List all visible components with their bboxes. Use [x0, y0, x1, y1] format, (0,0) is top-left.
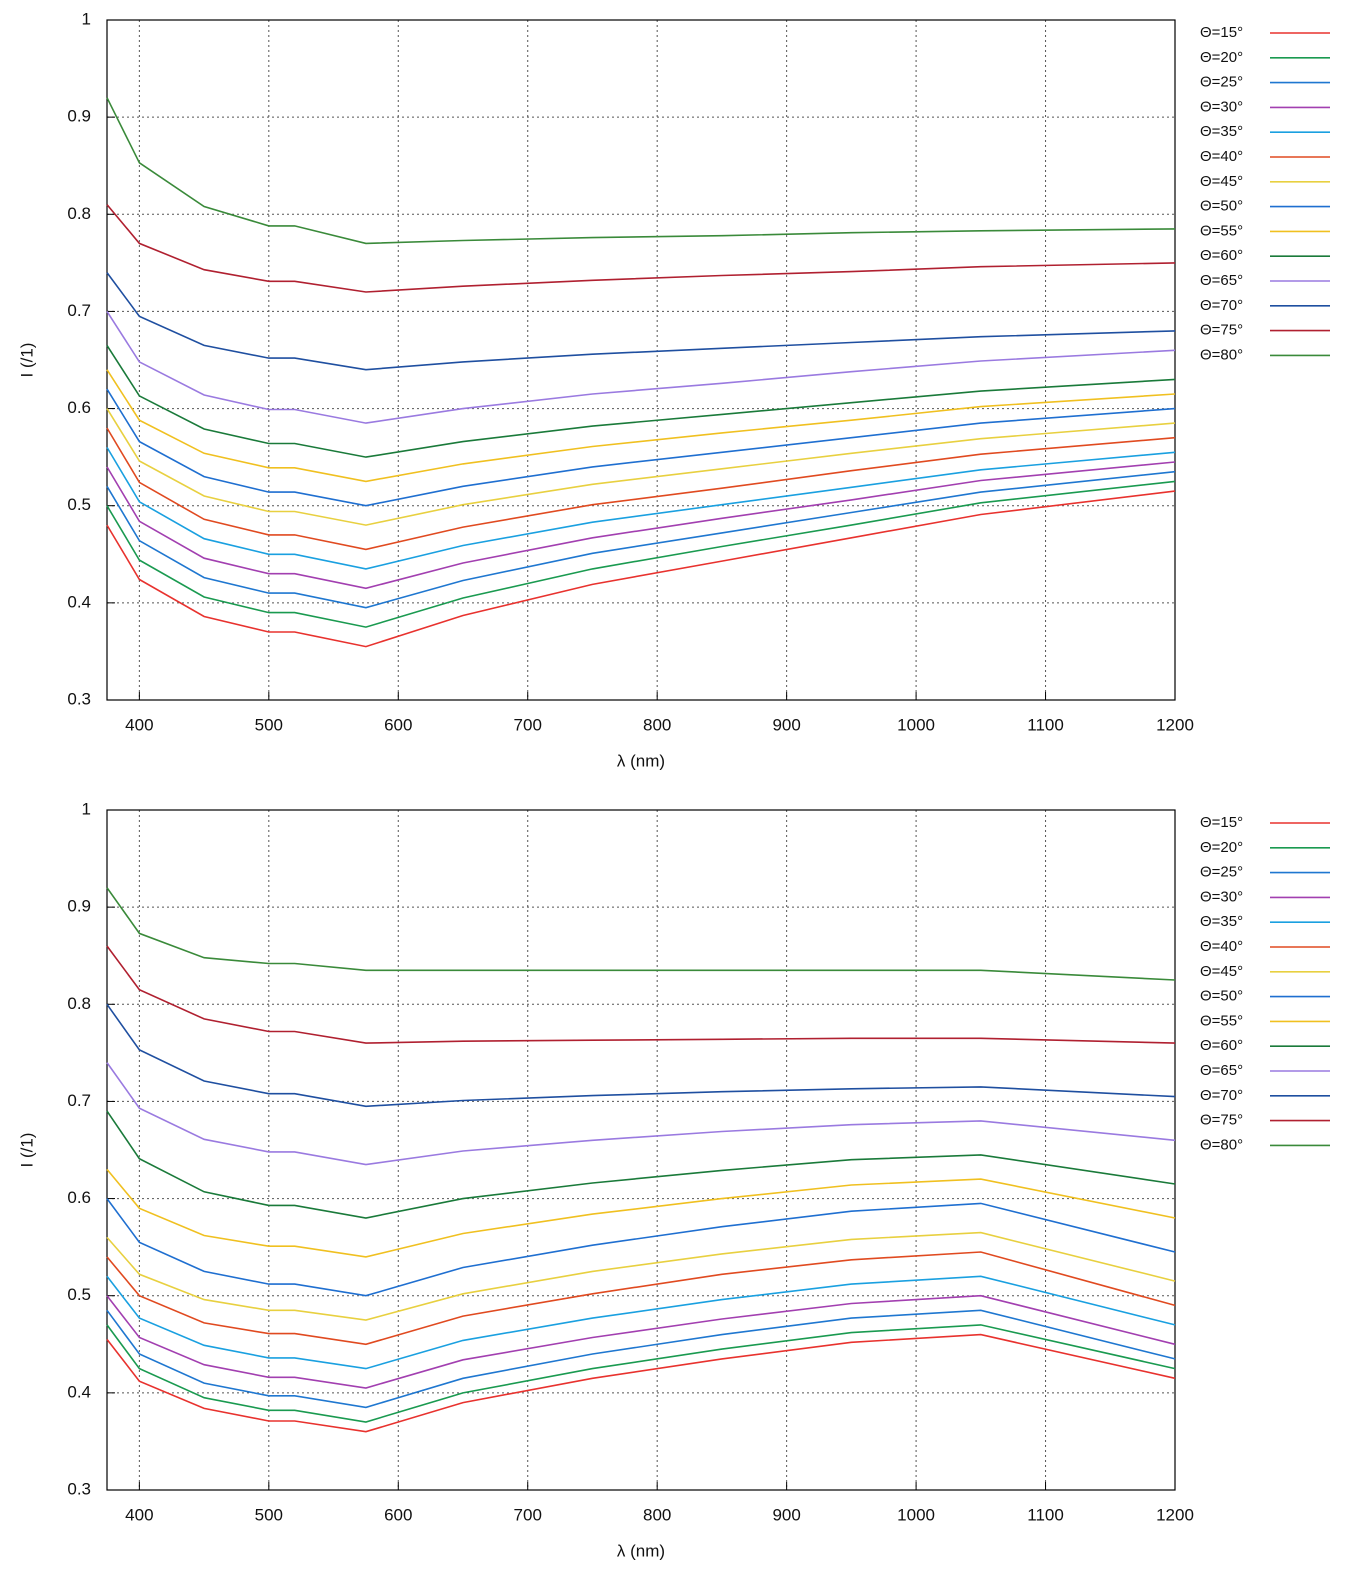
x-tick-label: 1200 — [1156, 715, 1194, 734]
y-tick-label: 0.3 — [67, 1479, 91, 1498]
x-tick-label: 1000 — [897, 1505, 935, 1524]
y-tick-label: 0.5 — [67, 1285, 91, 1304]
x-axis-label: λ (nm) — [617, 1541, 665, 1560]
y-tick-label: 0.7 — [67, 1091, 91, 1110]
y-tick-label: 1 — [82, 9, 91, 28]
y-tick-label: 0.6 — [67, 398, 91, 417]
data-line — [106, 272, 1176, 371]
legend-label: Θ=35° — [1200, 913, 1243, 930]
y-tick-label: 0.5 — [67, 495, 91, 514]
legend-label: Θ=75° — [1200, 322, 1243, 339]
legend-label: Θ=40° — [1200, 148, 1243, 165]
data-line — [106, 204, 1176, 293]
x-tick-label: 400 — [125, 1505, 153, 1524]
data-line — [106, 1198, 1176, 1297]
x-tick-label: 900 — [772, 1505, 800, 1524]
legend-label: Θ=20° — [1200, 839, 1243, 856]
data-line — [106, 427, 1176, 551]
legend-label: Θ=25° — [1200, 864, 1243, 881]
data-line — [106, 1251, 1176, 1346]
data-line — [106, 470, 1176, 609]
x-tick-label: 600 — [384, 715, 412, 734]
data-line — [106, 1294, 1176, 1389]
legend-label: Θ=15° — [1200, 24, 1243, 41]
plot-frame — [106, 19, 1176, 701]
data-line — [106, 310, 1176, 424]
x-tick-label: 800 — [643, 715, 671, 734]
legend-label: Θ=70° — [1200, 1087, 1243, 1104]
data-line — [106, 1231, 1176, 1321]
data-line — [106, 344, 1176, 458]
data-line — [106, 1003, 1176, 1108]
legend-label: Θ=25° — [1200, 74, 1243, 91]
legend-label: Θ=40° — [1200, 938, 1243, 955]
y-axis-label: I (/1) — [17, 343, 36, 378]
x-tick-label: 600 — [384, 1505, 412, 1524]
legend-label: Θ=20° — [1200, 49, 1243, 66]
y-axis-label: I (/1) — [17, 1133, 36, 1168]
data-line — [106, 1275, 1176, 1370]
data-line — [106, 490, 1176, 648]
legend-label: Θ=80° — [1200, 1136, 1243, 1153]
data-line — [106, 388, 1176, 507]
y-tick-label: 0.8 — [67, 994, 91, 1013]
data-line — [106, 461, 1176, 590]
x-tick-label: 900 — [772, 715, 800, 734]
data-line — [106, 1333, 1176, 1433]
x-tick-label: 500 — [255, 715, 283, 734]
x-tick-label: 1100 — [1027, 1505, 1064, 1524]
x-tick-label: 1000 — [897, 715, 935, 734]
legend-label: Θ=75° — [1200, 1112, 1243, 1129]
legend-label: Θ=35° — [1200, 123, 1243, 140]
y-tick-label: 1 — [82, 799, 91, 818]
data-line — [106, 1168, 1176, 1258]
data-line — [106, 480, 1176, 628]
x-tick-label: 400 — [125, 715, 153, 734]
legend-label: Θ=60° — [1200, 247, 1243, 264]
legend-label: Θ=70° — [1200, 297, 1243, 314]
legend-label: Θ=65° — [1200, 1062, 1243, 1079]
data-line — [106, 1062, 1176, 1166]
legend-label: Θ=65° — [1200, 272, 1243, 289]
y-tick-label: 0.9 — [67, 107, 91, 126]
y-tick-label: 0.9 — [67, 897, 91, 916]
y-tick-label: 0.8 — [67, 204, 91, 223]
legend-label: Θ=30° — [1200, 98, 1243, 115]
y-tick-label: 0.3 — [67, 689, 91, 708]
legend-label: Θ=55° — [1200, 1012, 1243, 1029]
legend-label: Θ=50° — [1200, 988, 1243, 1005]
x-axis-label: λ (nm) — [617, 751, 665, 770]
data-line — [106, 887, 1176, 981]
x-tick-label: 500 — [255, 1505, 283, 1524]
y-tick-label: 0.6 — [67, 1188, 91, 1207]
y-tick-label: 0.7 — [67, 301, 91, 320]
data-line — [106, 945, 1176, 1044]
plot-frame — [106, 809, 1176, 1491]
data-line — [106, 408, 1176, 526]
data-line — [106, 1110, 1176, 1219]
x-tick-label: 700 — [514, 1505, 542, 1524]
y-tick-label: 0.4 — [67, 1382, 91, 1401]
legend-label: Θ=45° — [1200, 963, 1243, 980]
legend-label: Θ=60° — [1200, 1037, 1243, 1054]
data-line — [106, 369, 1176, 483]
data-line — [106, 1324, 1176, 1423]
legend-label: Θ=30° — [1200, 888, 1243, 905]
x-tick-label: 700 — [514, 715, 542, 734]
legend-label: Θ=55° — [1200, 222, 1243, 239]
legend-label: Θ=15° — [1200, 814, 1243, 831]
y-tick-label: 0.4 — [67, 592, 91, 611]
x-tick-label: 1200 — [1156, 1505, 1194, 1524]
legend-label: Θ=50° — [1200, 198, 1243, 215]
legend-label: Θ=80° — [1200, 346, 1243, 363]
x-tick-label: 1100 — [1027, 715, 1064, 734]
data-line — [106, 97, 1176, 245]
data-line — [106, 1309, 1176, 1409]
x-tick-label: 800 — [643, 1505, 671, 1524]
legend-label: Θ=45° — [1200, 173, 1243, 190]
data-line — [106, 446, 1176, 570]
